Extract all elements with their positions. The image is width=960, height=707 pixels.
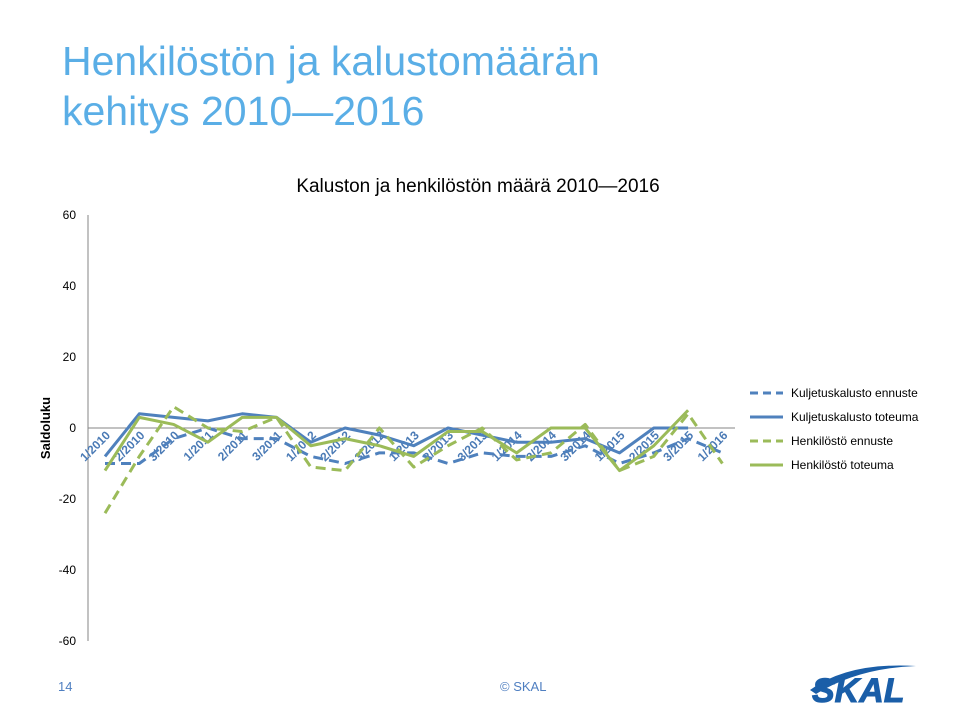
x-tick-label: 1/2010 — [77, 428, 113, 464]
series-lines — [103, 405, 724, 514]
logo-swoosh — [810, 665, 916, 694]
x-tick-label: 3/2011 — [249, 428, 285, 464]
y-tick-labels: 60 40 20 0 -20 -40 -60 — [59, 208, 77, 648]
x-tick-labels: 1/20102/20103/20101/20112/20113/20111/20… — [77, 428, 730, 464]
y-tick-label: 60 — [63, 208, 77, 222]
legend-label: Kuljetuskalusto toteuma — [791, 410, 919, 424]
legend-label: Henkilöstö toteuma — [791, 458, 894, 472]
y-tick-label: -40 — [59, 563, 77, 577]
series-line-4 — [103, 409, 690, 473]
copyright-text: © SKAL — [500, 679, 547, 694]
x-tick-label: 1/2013 — [386, 428, 422, 464]
x-tick-label: 1/2011 — [181, 428, 217, 464]
y-tick-label: 20 — [63, 350, 77, 364]
chart-title: Kaluston ja henkilöstön määrä 2010—2016 — [296, 176, 659, 197]
legend-label: Kuljetuskalusto ennuste — [791, 386, 918, 400]
legend-label: Henkilöstö ennuste — [791, 434, 893, 448]
y-tick-label: 40 — [63, 279, 77, 293]
y-tick-label: -20 — [59, 492, 77, 506]
legend: Kuljetuskalusto ennuste Kuljetuskalusto t… — [750, 386, 919, 472]
series-line-3 — [103, 405, 724, 514]
logo-text: SKAL — [812, 672, 905, 706]
skal-logo: SKAL — [810, 665, 916, 706]
y-axis-label: Saldoluku — [38, 397, 53, 459]
page-number: 14 — [58, 679, 73, 694]
slide-title-line1: Henkilöstön ja kalustomäärän — [62, 38, 600, 84]
y-tick-label: 0 — [69, 421, 76, 435]
series-line-2 — [103, 412, 689, 458]
y-tick-label: -60 — [59, 634, 77, 648]
slide-title: Henkilöstön ja kalustomäärän kehitys 201… — [62, 36, 862, 136]
slide-title-line2: kehitys 2010—2016 — [62, 88, 425, 134]
